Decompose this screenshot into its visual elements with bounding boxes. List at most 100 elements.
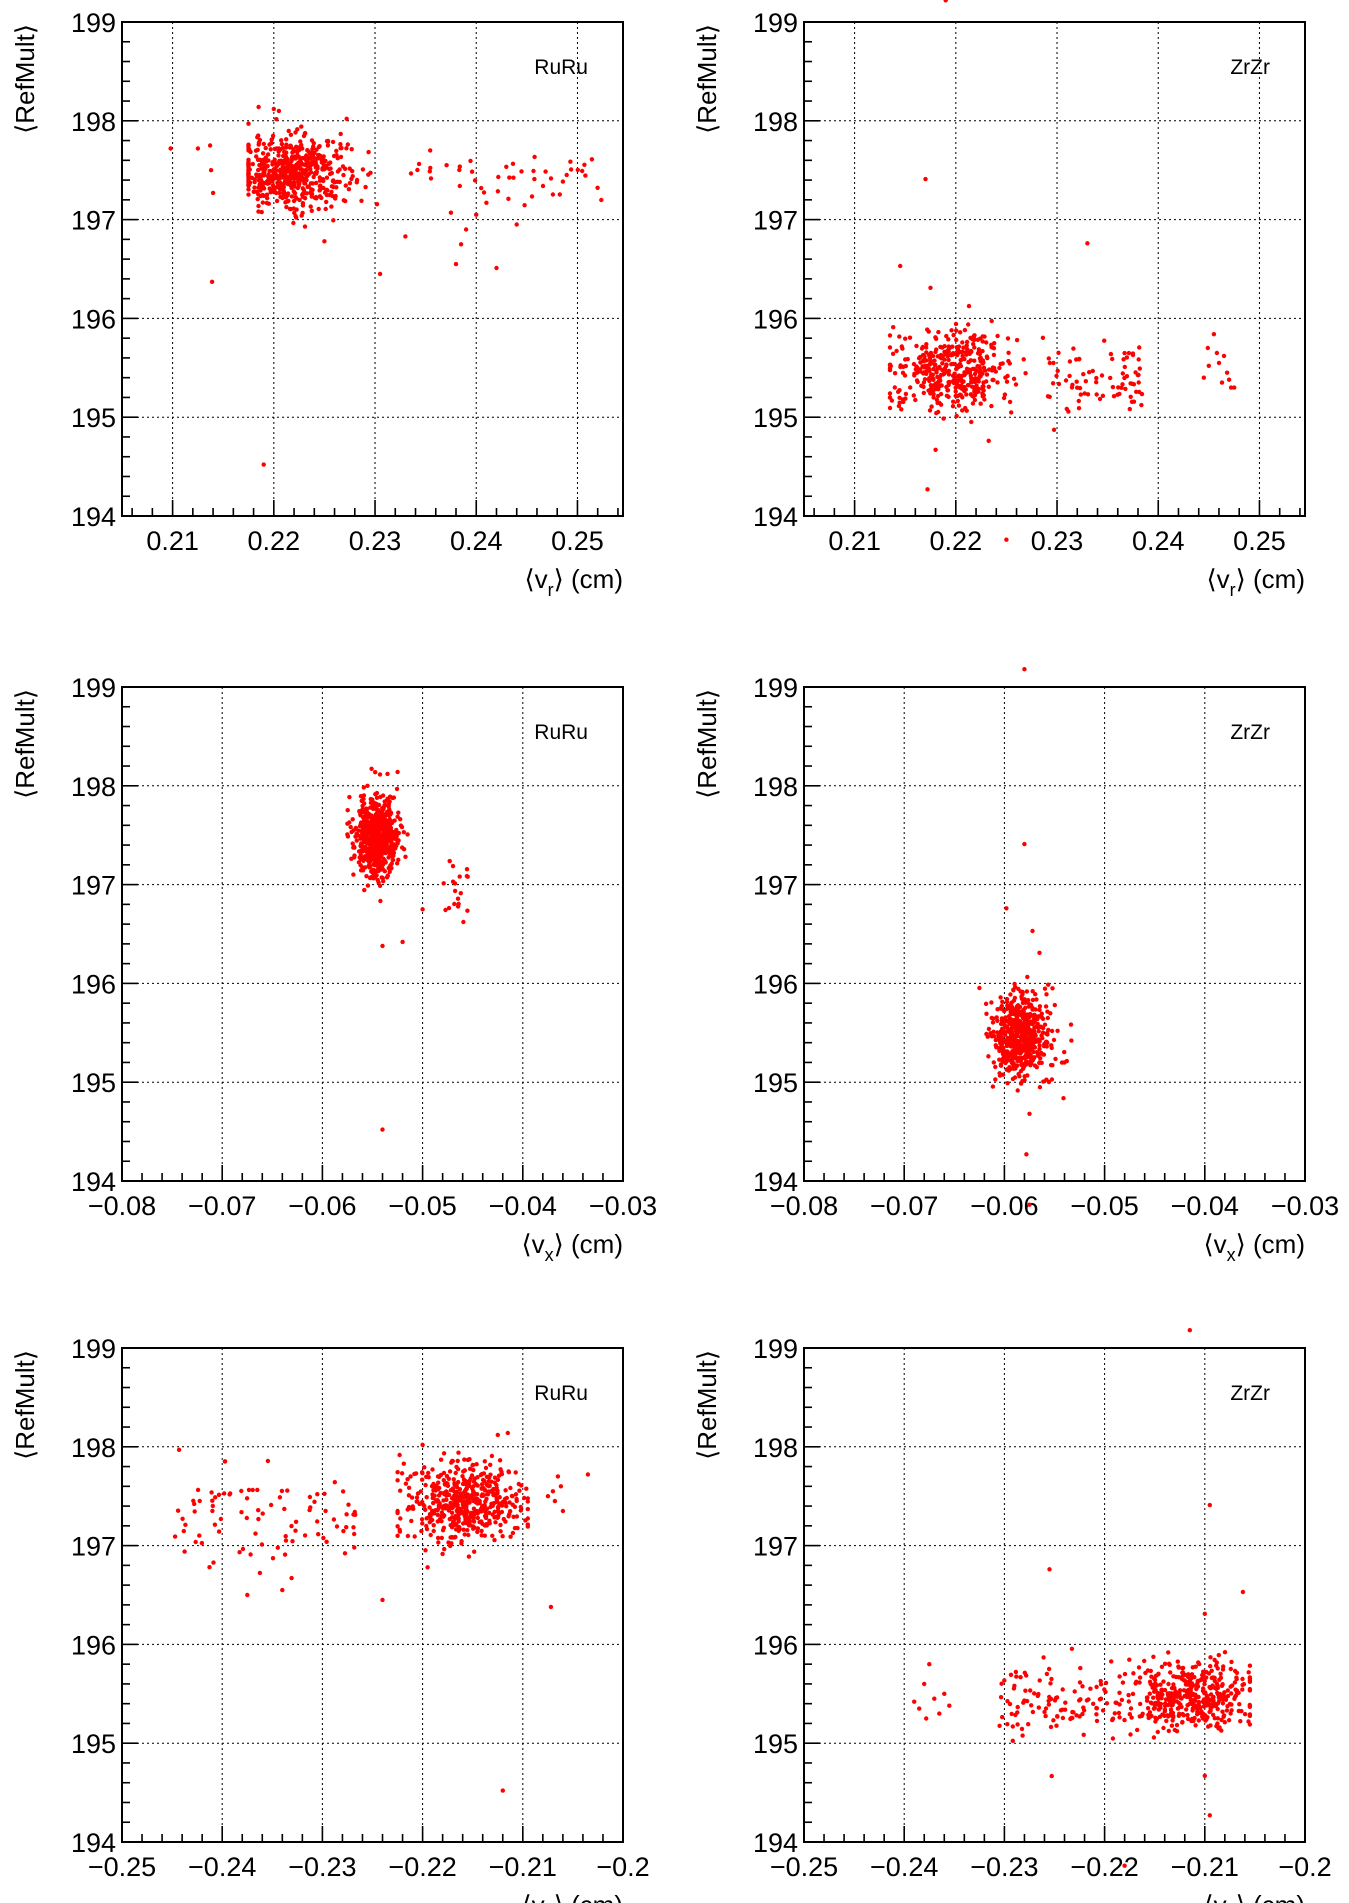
data-point <box>1190 1665 1196 1670</box>
data-point <box>903 336 908 341</box>
data-point <box>1037 1007 1042 1013</box>
x-axis-title-close: ⟩ (cm) <box>554 1229 623 1259</box>
data-point <box>358 836 363 841</box>
data-point <box>949 328 954 333</box>
data-point <box>1080 1684 1085 1689</box>
data-point <box>1111 394 1117 399</box>
data-point <box>524 1486 529 1491</box>
data-point <box>458 1491 463 1496</box>
data-point <box>1202 1681 1207 1687</box>
data-point <box>1099 373 1105 378</box>
data-point <box>506 1470 512 1475</box>
data-point <box>933 336 939 341</box>
data-point <box>1159 1664 1165 1670</box>
data-point <box>274 172 279 178</box>
data-point <box>283 145 289 150</box>
data-point <box>1020 1026 1025 1032</box>
data-point <box>1179 1696 1184 1701</box>
data-point <box>1130 1691 1136 1697</box>
data-point <box>362 887 367 893</box>
data-point <box>1085 241 1090 246</box>
data-point <box>403 854 408 859</box>
data-point <box>954 337 959 343</box>
data-point <box>302 130 308 136</box>
data-point <box>382 869 387 874</box>
data-point <box>244 1496 250 1501</box>
data-point <box>973 367 978 373</box>
data-point <box>946 344 951 349</box>
data-point <box>1108 351 1114 357</box>
data-point <box>494 1485 499 1491</box>
data-point <box>479 1482 485 1487</box>
data-point <box>379 812 384 817</box>
data-point <box>451 1477 456 1482</box>
data-point <box>986 1054 991 1059</box>
data-point <box>998 1695 1004 1700</box>
data-point <box>969 384 975 389</box>
data-point <box>1030 1021 1035 1027</box>
data-point <box>1232 1680 1238 1685</box>
data-point <box>575 167 580 173</box>
data-point <box>1196 1660 1201 1665</box>
data-point <box>1210 1712 1216 1718</box>
data-point <box>1047 1694 1052 1700</box>
data-point <box>458 891 463 896</box>
data-point <box>990 1020 996 1025</box>
data-point <box>525 1499 530 1504</box>
data-point <box>471 1518 476 1523</box>
data-point <box>338 154 344 160</box>
data-point <box>1078 1697 1083 1702</box>
data-point <box>1236 1708 1242 1714</box>
data-points <box>912 1328 1253 1868</box>
data-point <box>1012 1012 1018 1017</box>
y-tick-label: 198 <box>71 1433 116 1463</box>
data-point <box>954 328 959 333</box>
data-point <box>383 858 388 864</box>
data-point <box>298 139 303 144</box>
data-point <box>443 907 448 913</box>
data-point <box>1050 381 1056 386</box>
data-point <box>211 1560 216 1565</box>
data-point <box>1011 1062 1016 1067</box>
data-point <box>427 1514 433 1519</box>
data-point <box>1046 356 1052 361</box>
data-point <box>1212 1678 1218 1684</box>
data-point <box>273 166 278 171</box>
data-point <box>374 202 380 207</box>
data-point <box>970 401 976 406</box>
data-point <box>319 195 324 201</box>
data-point <box>1219 1717 1224 1723</box>
data-point <box>525 1516 530 1521</box>
data-point <box>192 1501 197 1507</box>
data-point <box>1136 380 1141 385</box>
data-point <box>1206 1701 1212 1707</box>
data-point <box>1074 379 1079 384</box>
data-point <box>380 943 385 949</box>
data-point <box>943 0 948 3</box>
data-point <box>1031 1055 1037 1060</box>
data-point <box>1069 1715 1074 1721</box>
data-point <box>1074 1713 1079 1718</box>
data-point <box>1152 1677 1158 1683</box>
data-point <box>1072 1689 1077 1694</box>
data-point <box>985 355 990 361</box>
data-point <box>439 1535 444 1541</box>
data-point <box>1232 1696 1237 1702</box>
data-point <box>289 194 295 199</box>
data-point <box>1236 1690 1241 1696</box>
data-point <box>1126 350 1132 356</box>
data-point <box>500 1788 505 1793</box>
data-point <box>522 1495 527 1501</box>
data-point <box>1117 1690 1122 1696</box>
data-point <box>1193 1723 1198 1728</box>
data-point <box>403 234 408 239</box>
data-point <box>543 169 548 174</box>
data-point <box>1110 384 1116 390</box>
data-point <box>494 1497 500 1503</box>
data-point <box>997 365 1002 371</box>
data-point <box>968 348 974 354</box>
data-point <box>1137 345 1142 350</box>
data-point <box>1201 375 1207 380</box>
data-point <box>360 803 365 808</box>
data-point <box>1208 1692 1214 1697</box>
